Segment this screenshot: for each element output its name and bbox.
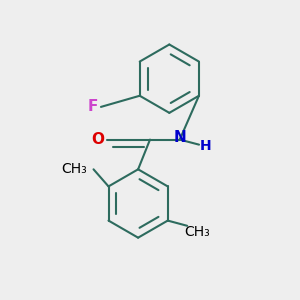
Text: CH₃: CH₃ [185, 225, 210, 239]
Text: O: O [91, 132, 104, 147]
Text: N: N [173, 130, 186, 145]
Text: CH₃: CH₃ [61, 162, 87, 176]
Text: H: H [200, 139, 212, 153]
Text: F: F [87, 99, 98, 114]
